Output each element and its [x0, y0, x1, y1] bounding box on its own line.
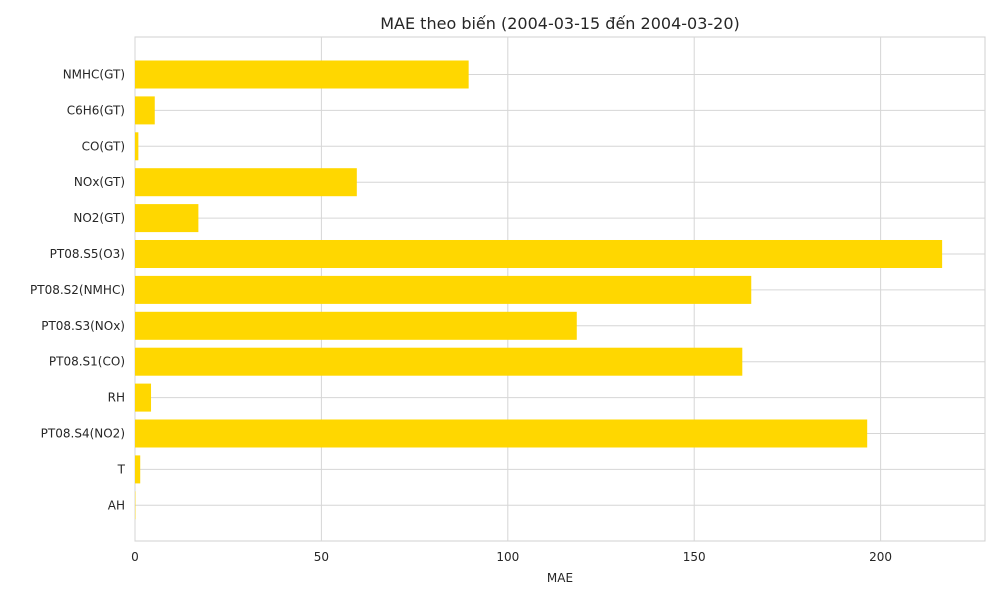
x-tick-label: 150 — [683, 550, 706, 564]
y-tick-label: NOx(GT) — [74, 175, 125, 189]
bar-pt08-s2-nmhc — [135, 275, 752, 304]
bar-co-gt — [135, 132, 139, 161]
y-tick-label: C6H6(GT) — [67, 103, 125, 117]
bar-pt08-s4-no2 — [135, 419, 868, 448]
bar-nox-gt — [135, 168, 357, 197]
bar-t — [135, 455, 141, 484]
x-tick-label: 50 — [314, 550, 329, 564]
bar-rh — [135, 383, 152, 412]
bar-nmhc-gt — [135, 60, 469, 89]
bar-pt08-s1-co — [135, 347, 743, 376]
bar-pt08-s5-o3 — [135, 239, 943, 269]
chart-title: MAE theo biến (2004-03-15 đến 2004-03-20… — [380, 14, 740, 33]
bar-layer — [135, 60, 943, 520]
y-tick-label: RH — [108, 391, 125, 405]
y-tick-label: NO2(GT) — [73, 211, 125, 225]
y-tick-labels: NMHC(GT) C6H6(GT) CO(GT) NOx(GT) NO2(GT) PT08… — [30, 68, 126, 513]
bar-no2-gt — [135, 204, 199, 233]
x-tick-label: 0 — [131, 550, 139, 564]
y-tick-label: CO(GT) — [82, 139, 125, 153]
x-tick-labels: 0 50 100 150 200 — [131, 550, 892, 564]
bar-c6h6-gt — [135, 96, 155, 125]
y-tick-label: PT08.S1(CO) — [49, 355, 125, 369]
y-tick-label: PT08.S4(NO2) — [41, 427, 125, 441]
y-tick-label: PT08.S5(O3) — [50, 247, 125, 261]
y-tick-label: PT08.S3(NOx) — [41, 319, 125, 333]
x-axis-label: MAE — [547, 571, 573, 585]
y-tick-label: T — [117, 462, 126, 476]
y-tick-label: PT08.S2(NMHC) — [30, 283, 125, 297]
bar-pt08-s3-nox — [135, 311, 577, 340]
y-tick-label: NMHC(GT) — [63, 68, 125, 82]
x-tick-label: 100 — [496, 550, 519, 564]
x-tick-label: 200 — [869, 550, 892, 564]
y-tick-label: AH — [108, 498, 125, 512]
